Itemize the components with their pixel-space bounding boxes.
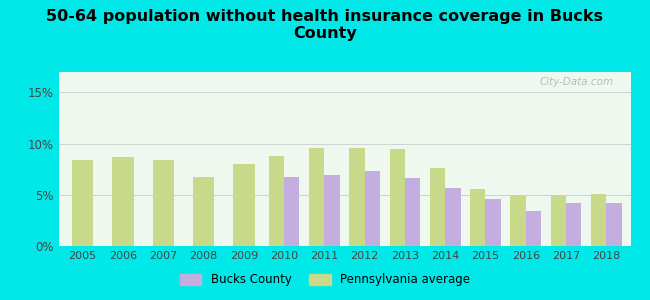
Text: 50-64 population without health insurance coverage in Bucks
County: 50-64 population without health insuranc… [47,9,603,41]
Bar [486,199,500,246]
Text: City-Data.com: City-Data.com [540,77,614,87]
Bar [526,211,541,246]
Bar [268,156,284,246]
Bar [445,188,460,246]
Bar [591,194,606,246]
Bar [551,195,566,246]
Bar [193,177,214,246]
Bar [324,176,340,246]
Bar [284,177,300,246]
Bar [510,195,526,246]
Bar [389,149,405,246]
Bar [72,160,94,246]
Bar [430,168,445,246]
Bar [606,203,621,246]
Bar [233,164,255,246]
Bar [153,160,174,246]
Bar [365,171,380,246]
Legend: Bucks County, Pennsylvania average: Bucks County, Pennsylvania average [176,269,474,291]
Bar [405,178,421,246]
Bar [566,203,581,246]
Bar [349,148,365,246]
Bar [470,189,486,246]
Bar [112,157,134,246]
Bar [309,148,324,246]
